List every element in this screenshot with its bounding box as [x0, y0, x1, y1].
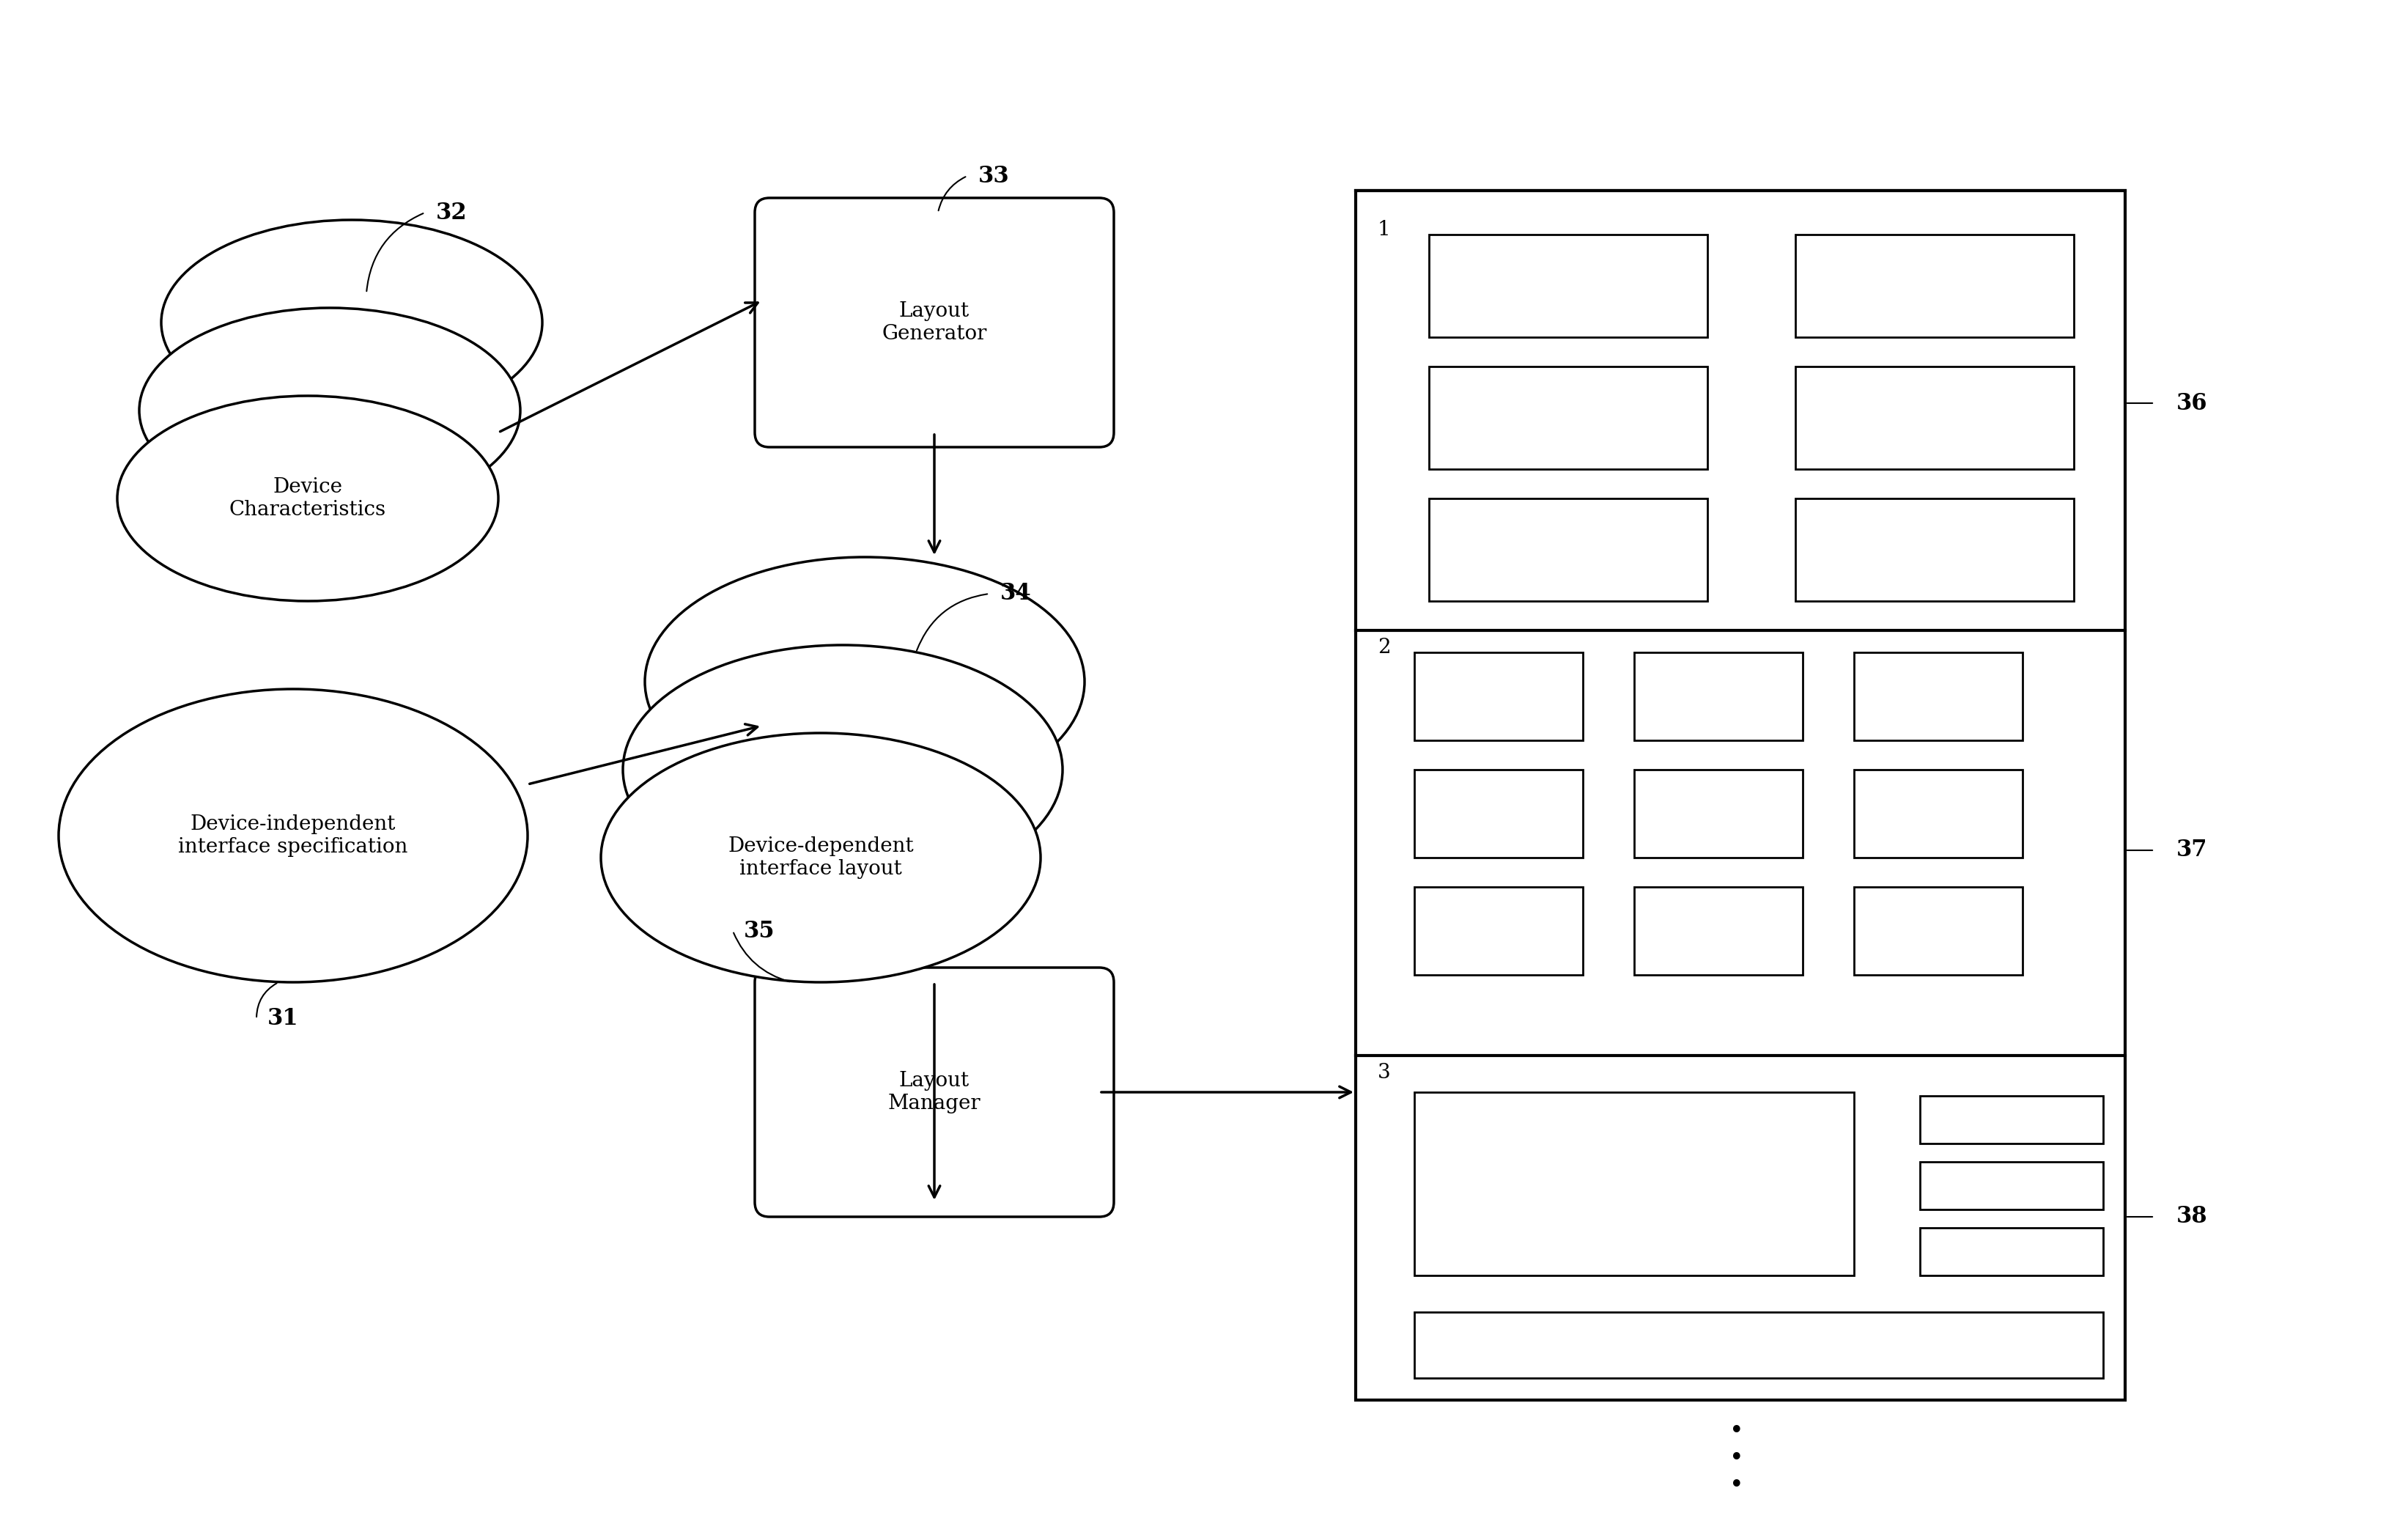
Bar [1794, 498, 2073, 601]
Bar [1919, 1227, 2102, 1276]
Bar [1854, 653, 2023, 740]
Bar [1794, 234, 2073, 337]
Ellipse shape [624, 645, 1062, 895]
Bar [1794, 366, 2073, 469]
Ellipse shape [645, 558, 1084, 806]
Text: Device
Characteristics: Device Characteristics [229, 476, 385, 519]
Text: Layout
Manager: Layout Manager [889, 1071, 980, 1114]
Bar [1854, 887, 2023, 974]
Text: Layout
Generator: Layout Generator [881, 302, 987, 343]
Text: •
•
•: • • • [1729, 1420, 1743, 1498]
Bar [1428, 498, 1707, 601]
Bar [1633, 653, 1801, 740]
Text: Device-dependent
interface layout: Device-dependent interface layout [727, 836, 913, 879]
Ellipse shape [600, 732, 1040, 982]
Bar [1633, 769, 1801, 858]
Text: 1: 1 [1377, 221, 1389, 239]
Ellipse shape [161, 221, 542, 426]
Bar [1919, 1161, 2102, 1209]
Text: 2: 2 [1377, 637, 1389, 657]
Text: Device-independent
interface specification: Device-independent interface specificati… [178, 815, 407, 856]
Ellipse shape [58, 689, 527, 982]
Bar [1919, 1095, 2102, 1143]
Bar [1428, 366, 1707, 469]
Ellipse shape [140, 308, 520, 513]
Bar [1356, 190, 2124, 1400]
Text: 3: 3 [1377, 1063, 1389, 1083]
Bar [1413, 1311, 2102, 1379]
Text: 32: 32 [436, 201, 467, 224]
Text: 38: 38 [2177, 1206, 2208, 1229]
Text: 31: 31 [267, 1008, 299, 1030]
Text: 37: 37 [2177, 840, 2206, 861]
Bar [1428, 234, 1707, 337]
Bar [1854, 769, 2023, 858]
Text: 33: 33 [978, 164, 1009, 187]
Text: 36: 36 [2177, 392, 2206, 415]
Bar [1413, 769, 1582, 858]
FancyBboxPatch shape [754, 968, 1112, 1216]
Bar [1413, 653, 1582, 740]
Bar [1633, 887, 1801, 974]
Text: 35: 35 [744, 919, 775, 942]
Text: 34: 34 [999, 582, 1031, 605]
Bar [1413, 887, 1582, 974]
FancyBboxPatch shape [754, 198, 1112, 447]
Ellipse shape [118, 395, 498, 601]
Bar [1413, 1092, 1854, 1276]
